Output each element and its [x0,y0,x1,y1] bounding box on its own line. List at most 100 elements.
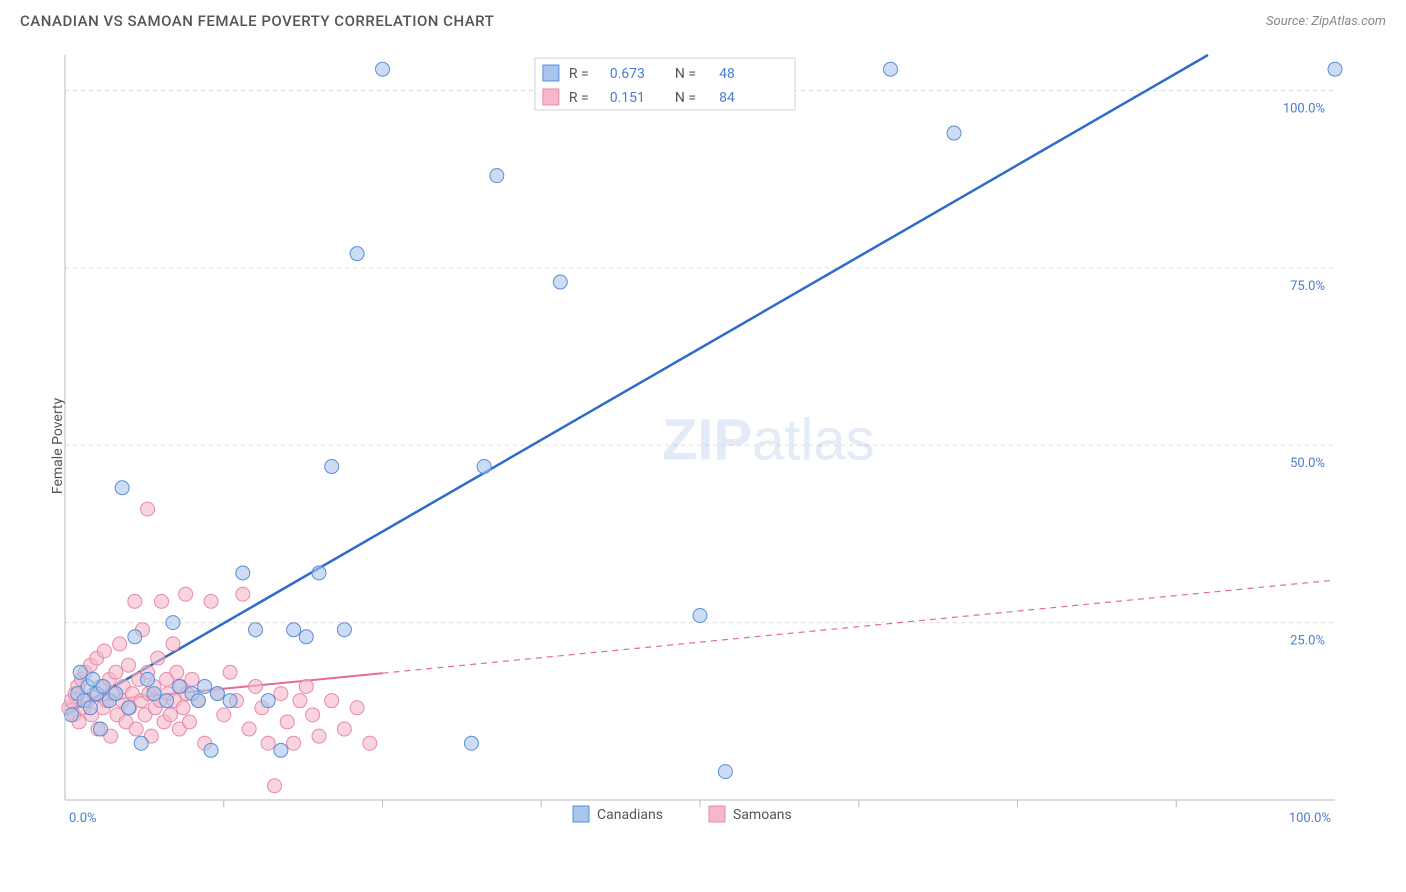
data-point [182,715,196,729]
data-point [210,687,224,701]
data-point [204,594,218,608]
legend-n-label: N = [675,90,696,106]
data-point [287,623,301,637]
data-point [236,587,250,601]
data-point [363,736,377,750]
chart-source: Source: ZipAtlas.com [1266,14,1386,29]
data-point [155,594,169,608]
y-tick-label: 25.0% [1290,634,1325,649]
data-point [280,715,294,729]
data-point [170,665,184,679]
data-point [236,566,250,580]
data-point [242,722,256,736]
data-point [141,672,155,686]
data-point [693,609,707,623]
scatter-plot: 25.0%50.0%75.0%100.0%ZIPatlas0.0%100.0%R… [60,50,1350,810]
chart-header: CANADIAN VS SAMOAN FEMALE POVERTY CORREL… [0,0,1406,38]
data-point [268,779,282,793]
data-point [1328,62,1342,76]
data-point [172,679,186,693]
data-point [350,247,364,261]
data-point [884,62,898,76]
data-point [306,708,320,722]
bottom-legend-swatch [709,806,725,822]
data-point [73,665,87,679]
data-point [312,566,326,580]
data-point [287,736,301,750]
data-point [293,694,307,708]
y-tick-label: 75.0% [1290,279,1325,294]
legend-swatch [543,65,559,81]
data-point [176,701,190,715]
data-point [64,708,78,722]
x-tick-label: 100.0% [1289,811,1331,826]
chart-area: 25.0% 50.0% 75.0% 100.0% ZIPatlas 0.0% 100.0% R… [50,50,1380,840]
legend-r-label: R = [569,90,589,106]
legend-r-value: 0.673 [610,66,645,82]
data-point [166,637,180,651]
data-point [350,701,364,715]
legend-n-label: N = [675,66,696,82]
data-point [97,644,111,658]
data-point [122,701,136,715]
bottom-legend-swatch [573,806,589,822]
data-point [223,665,237,679]
data-point [464,736,478,750]
data-point [299,630,313,644]
data-point [122,658,136,672]
data-point [376,62,390,76]
data-point [94,722,108,736]
data-point [312,729,326,743]
data-point [325,460,339,474]
data-point [204,743,218,757]
data-point [141,502,155,516]
data-point [109,665,123,679]
y-tick-label: 50.0% [1290,456,1325,471]
y-tick-label: 100.0% [1283,101,1325,116]
data-point [113,637,127,651]
data-point [261,694,275,708]
data-point [134,736,148,750]
data-point [128,594,142,608]
data-point [718,765,732,779]
data-point [217,708,231,722]
data-point [249,623,263,637]
data-point [337,722,351,736]
data-point [490,169,504,183]
data-point [163,708,177,722]
watermark: ZIPatlas [662,407,875,472]
data-point [96,679,110,693]
chart-svg: 25.0% 50.0% 75.0% 100.0% ZIPatlas 0.0% 100.0% R… [60,50,1350,840]
data-point [274,687,288,701]
data-point [947,126,961,140]
data-point [179,587,193,601]
data-point [115,481,129,495]
data-point [274,743,288,757]
chart-title: CANADIAN VS SAMOAN FEMALE POVERTY CORREL… [20,12,494,30]
data-point [477,460,491,474]
data-point [261,736,275,750]
data-point [185,672,199,686]
x-tick-label: 0.0% [69,811,97,826]
data-point [129,722,143,736]
data-point [299,679,313,693]
bottom-legend-label: Canadians [597,807,663,823]
legend-n-value: 84 [719,90,735,106]
data-point [249,679,263,693]
data-point [325,694,339,708]
data-point [223,694,237,708]
data-point [191,694,205,708]
trend-line-dashed [383,580,1336,673]
data-point [553,275,567,289]
data-point [83,701,97,715]
data-point [109,687,123,701]
bottom-legend-label: Samoans [733,807,792,823]
legend-r-value: 0.151 [610,90,645,106]
data-point [147,687,161,701]
data-point [160,694,174,708]
legend-n-value: 48 [719,66,735,82]
trend-line [65,55,1208,715]
data-point [166,616,180,630]
legend-r-label: R = [569,66,589,82]
data-point [337,623,351,637]
